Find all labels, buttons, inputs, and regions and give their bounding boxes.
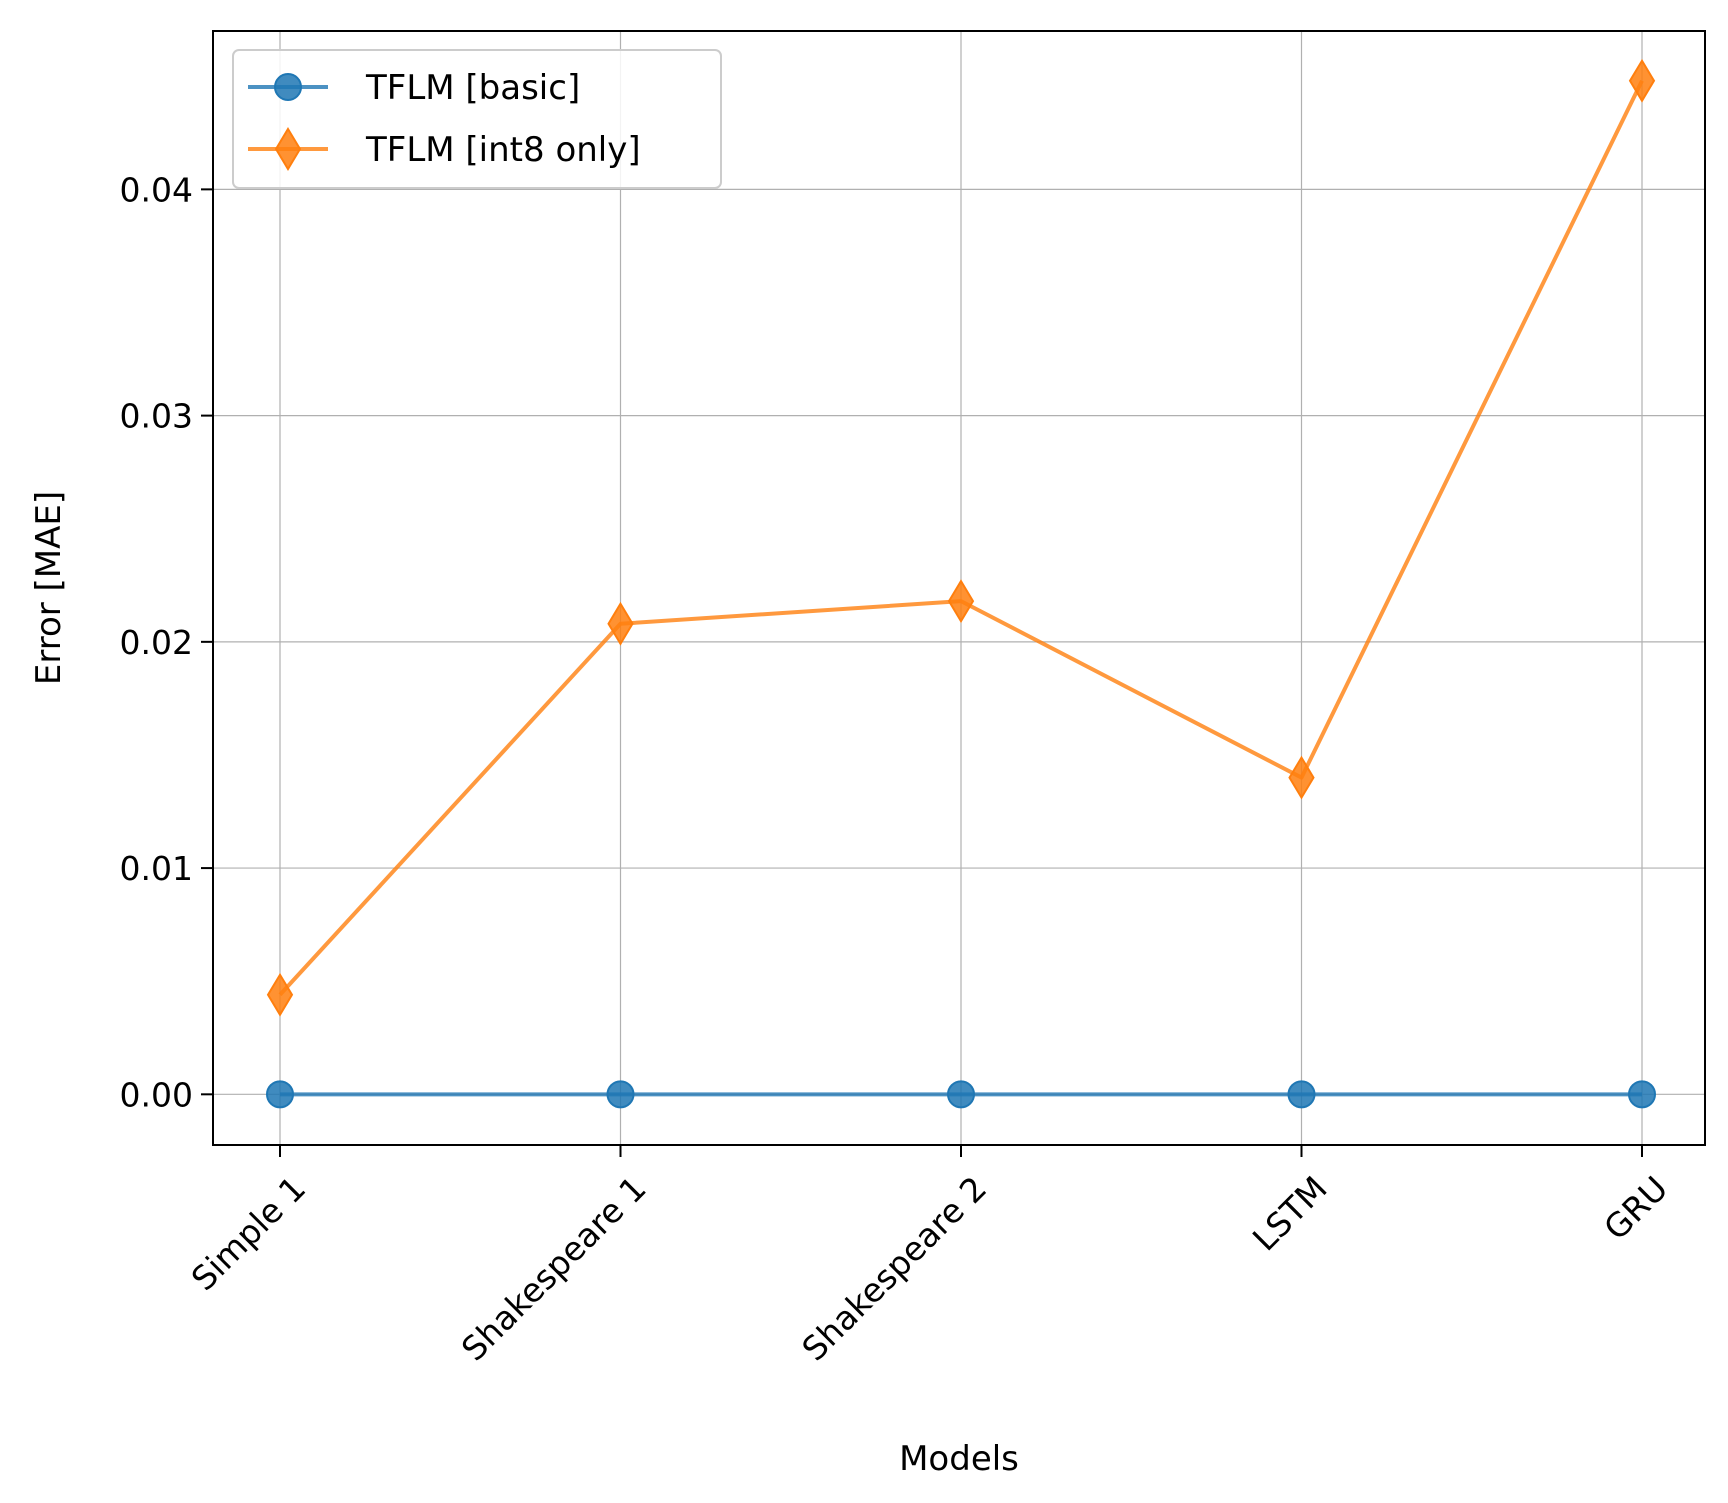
y-tick-label: 0.03 (120, 397, 193, 436)
legend-entry-1: TFLM [int8 only] (248, 127, 641, 171)
legend-entry-0: TFLM [basic] (248, 68, 580, 108)
legend-label: TFLM [int8 only] (365, 130, 641, 170)
data-point-1-2 (947, 579, 975, 624)
data-point-1-3 (1288, 755, 1315, 800)
legend-label: TFLM [basic] (365, 68, 580, 108)
x-tick-label: Simple 1 (184, 1169, 314, 1299)
data-point-0-4 (1628, 1080, 1656, 1109)
data-point-0-0 (266, 1080, 294, 1109)
x-tick-label: Shakespeare 1 (454, 1169, 654, 1369)
y-axis-label: Error [MAE] (29, 491, 69, 685)
x-tick-label: GRU (1596, 1169, 1675, 1248)
series-layer (266, 58, 1656, 1109)
y-tick-label: 0.04 (120, 170, 193, 209)
data-point-1-0 (266, 972, 294, 1017)
y-tick-label: 0.01 (120, 849, 193, 888)
data-point-0-3 (1287, 1080, 1316, 1109)
legend-marker (274, 73, 302, 101)
x-axis-label: Models (899, 1439, 1019, 1479)
data-point-1-1 (607, 601, 634, 646)
y-tick-label: 0.00 (120, 1075, 193, 1114)
legend: TFLM [basic] TFLM [int8 only] (232, 49, 722, 189)
legend-box (232, 49, 722, 189)
data-point-0-1 (606, 1080, 635, 1109)
series-1 (266, 58, 1656, 1017)
axis-ticks: Simple 1 Shakespeare 1 Shakespeare 2 LSTM GR… (120, 170, 1676, 1368)
plot-frame (212, 30, 1706, 1146)
x-tick-label: LSTM (1245, 1169, 1335, 1259)
legend-marker (274, 127, 302, 171)
x-tick-label: Shakespeare 2 (794, 1169, 994, 1369)
data-point-0-2 (947, 1080, 975, 1109)
y-tick-label: 0.02 (120, 623, 193, 662)
data-point-1-4 (1628, 58, 1656, 103)
series-0 (266, 1080, 1656, 1109)
